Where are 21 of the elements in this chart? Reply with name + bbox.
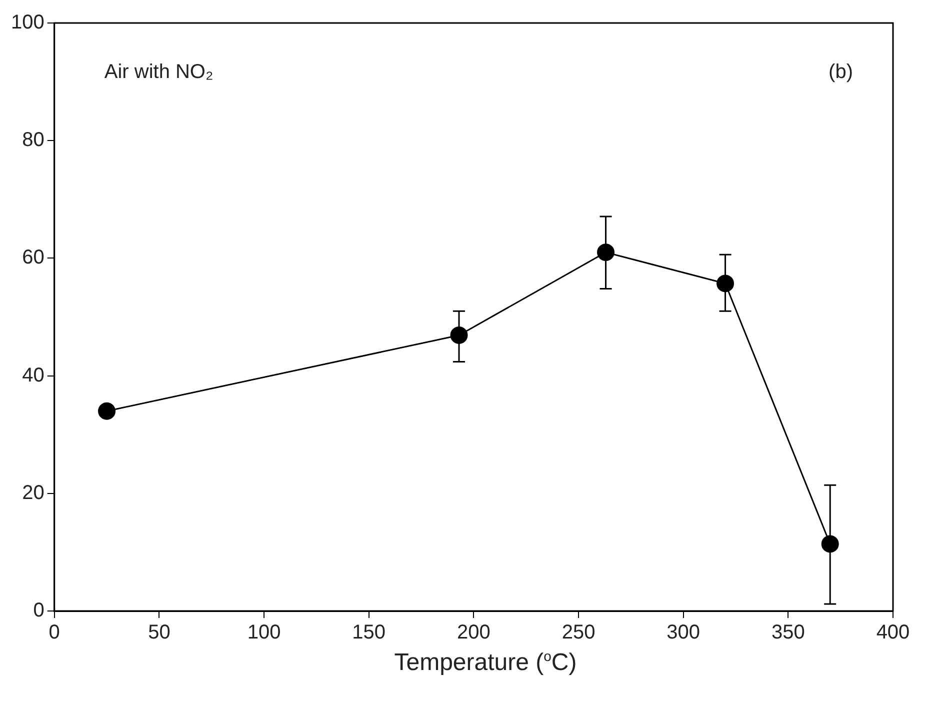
y-tick-label: 80 [22, 129, 44, 152]
x-tick-label: 350 [771, 622, 805, 644]
x-tick-label: 250 [562, 622, 596, 644]
x-tick-label: 200 [456, 622, 490, 644]
annotation: Air with NO₂ [104, 61, 214, 83]
point [716, 274, 734, 292]
x-tick-label: 400 [876, 622, 910, 644]
annotation: (b) [828, 61, 853, 83]
y-tick-label: 60 [22, 246, 44, 269]
x-tick-label: 50 [148, 622, 170, 644]
x-tick-label: 150 [352, 622, 386, 644]
x-tick-label: 300 [666, 622, 700, 644]
y-tick-label: 20 [22, 482, 44, 504]
y-tick-label: 40 [22, 364, 44, 386]
y-tick-label: 100 [10, 12, 44, 34]
y-tick-label: 0 [33, 600, 44, 622]
x-tick-label: 100 [247, 622, 281, 644]
x-tick-label: 0 [48, 622, 60, 644]
point [98, 402, 116, 420]
x-axis-title: Temperature ($^{o}$C) [394, 648, 577, 676]
point [597, 244, 615, 262]
